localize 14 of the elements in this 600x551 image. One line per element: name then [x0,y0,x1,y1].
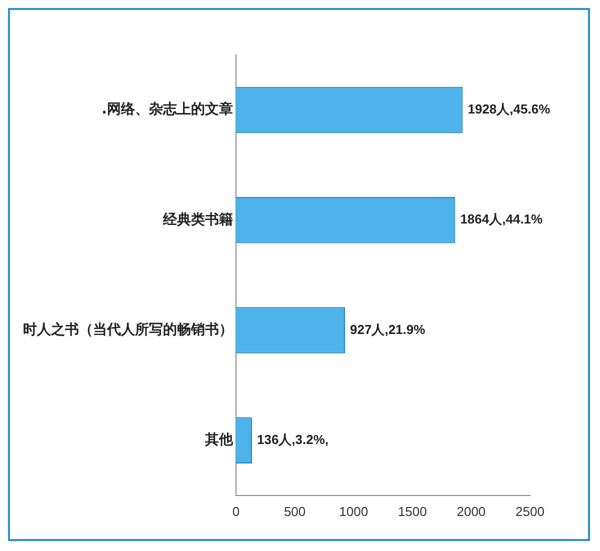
x-tick-label: 2500 [516,504,544,519]
x-tick-label: 1500 [398,504,427,519]
data-label: 1864人,44.1% [460,212,544,227]
y-tick-label: 经典类书籍 [162,212,233,228]
data-label: 136人,3.2%, [256,432,329,447]
x-tick-label: 2000 [456,504,486,519]
data-label: 1928人,45.6% [468,102,551,117]
x-tick-label: 1000 [339,504,368,519]
x-tick-label: 500 [284,504,306,519]
data-label: 927人,21.9% [350,322,426,337]
y-tick-label: .网络、杂志上的文章 [102,100,233,118]
y-tick-label: 时人之书（当代人所写的畅销书） [23,320,233,338]
x-tick-label: 0 [232,504,240,519]
y-tick-label: 其他 [204,432,234,448]
